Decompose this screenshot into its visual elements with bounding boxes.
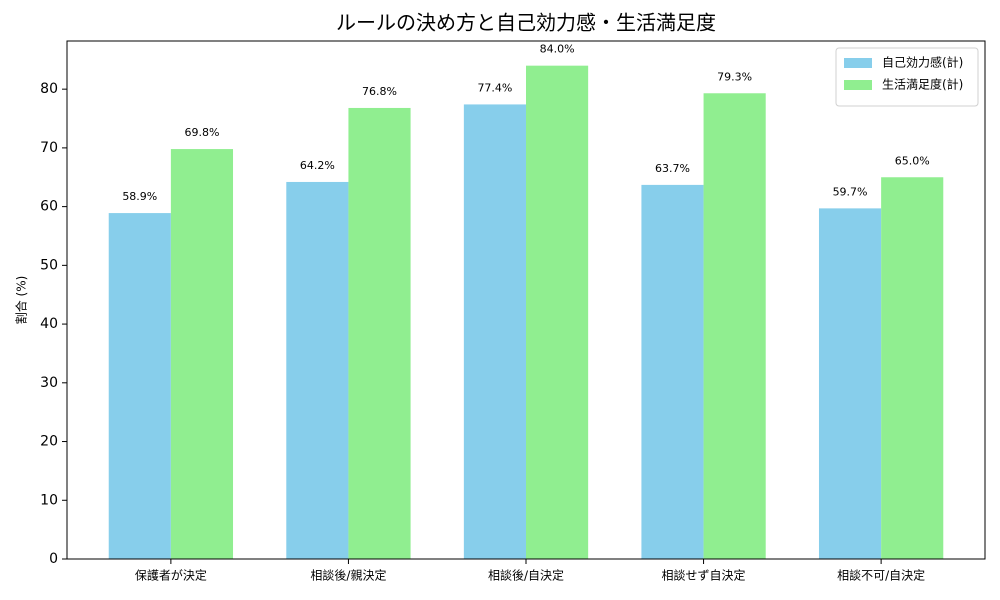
value-label: 65.0%	[895, 154, 930, 167]
bar	[286, 181, 349, 559]
value-label: 59.7%	[833, 185, 868, 198]
y-tick-label: 50	[40, 257, 58, 273]
x-tick-label: 相談せず自決定	[662, 568, 746, 583]
legend-swatch	[844, 80, 872, 90]
legend-swatch	[844, 58, 872, 68]
bar	[463, 104, 526, 559]
plot-frame	[66, 40, 986, 560]
x-tick-label: 相談不可/自決定	[837, 568, 925, 583]
x-tick-label: 保護者が決定	[135, 568, 207, 583]
value-label: 69.8%	[184, 126, 219, 139]
y-axis-label: 割合 (%)	[14, 276, 29, 325]
value-label: 77.4%	[477, 81, 512, 94]
value-label: 63.7%	[655, 162, 690, 175]
bar	[348, 107, 411, 559]
value-label: 58.9%	[122, 190, 157, 203]
y-tick-label: 80	[40, 81, 58, 97]
bar	[641, 184, 704, 559]
bar	[108, 213, 171, 560]
y-tick-label: 30	[40, 375, 58, 391]
bar	[818, 208, 882, 559]
bar	[526, 65, 589, 560]
legend-label: 生活満足度(計)	[882, 77, 963, 92]
value-label: 79.3%	[717, 70, 752, 83]
bar	[170, 149, 234, 560]
legend-label: 自己効力感(計)	[882, 55, 963, 70]
y-tick-label: 10	[40, 492, 58, 508]
bar	[881, 177, 944, 559]
value-label: 84.0%	[540, 43, 575, 56]
bar	[703, 93, 766, 560]
x-tick-label: 相談後/親決定	[310, 568, 386, 583]
y-tick-label: 60	[40, 199, 58, 215]
x-tick-label: 相談後/自決定	[488, 568, 564, 583]
legend: 自己効力感(計) 生活満足度(計)	[835, 47, 979, 107]
value-label: 76.8%	[362, 85, 397, 98]
y-tick-label: 40	[40, 316, 58, 332]
y-tick-label: 20	[40, 434, 58, 450]
y-tick-label: 70	[40, 140, 58, 156]
chart-title: ルールの決め方と自己効力感・生活満足度	[336, 11, 716, 35]
value-label: 64.2%	[300, 159, 335, 172]
y-tick-label: 0	[49, 551, 58, 567]
